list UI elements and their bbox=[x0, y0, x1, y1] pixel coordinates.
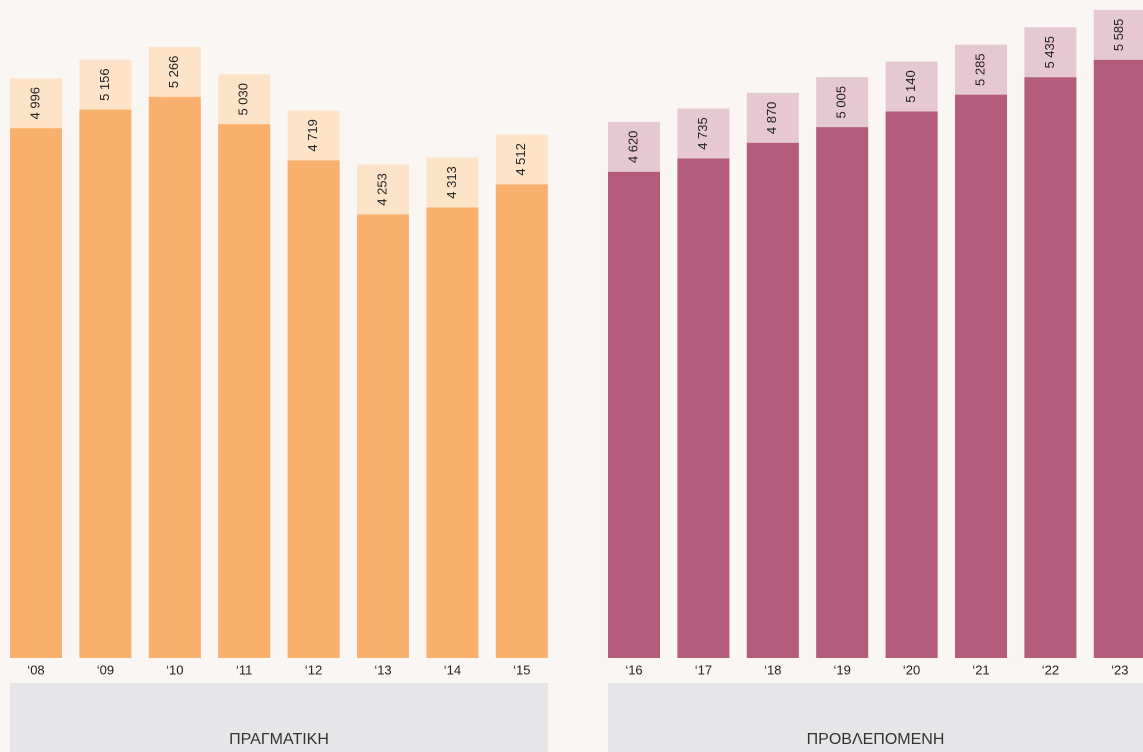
value-label: 4 620 bbox=[625, 131, 640, 164]
x-tick-label: ‘17 bbox=[695, 662, 712, 677]
x-tick-label: ‘20 bbox=[903, 662, 920, 677]
bar bbox=[1093, 59, 1143, 658]
bar bbox=[79, 109, 132, 658]
value-label: 4 735 bbox=[695, 117, 710, 150]
bar bbox=[1024, 77, 1077, 658]
bar bbox=[746, 142, 799, 659]
x-tick-label: ‘12 bbox=[305, 662, 322, 677]
bar bbox=[885, 111, 938, 659]
bar bbox=[677, 158, 730, 659]
x-tick-label: ‘09 bbox=[97, 662, 114, 677]
group-title: ΠΡΟΒΛΕΠΟΜΕΝΗ bbox=[807, 731, 945, 748]
x-tick-label: ‘15 bbox=[513, 662, 530, 677]
x-tick-label: ‘22 bbox=[1042, 662, 1059, 677]
value-label: 4 313 bbox=[444, 166, 459, 199]
x-tick-label: ‘13 bbox=[374, 662, 391, 677]
x-tick-label: ‘10 bbox=[166, 662, 183, 677]
x-tick-label: ‘16 bbox=[625, 662, 642, 677]
group-box bbox=[10, 683, 548, 752]
value-label: 5 435 bbox=[1042, 36, 1057, 69]
value-label: 4 870 bbox=[764, 102, 779, 135]
x-tick-label: ‘11 bbox=[236, 662, 252, 677]
x-tick-label: ‘18 bbox=[764, 662, 781, 677]
bar bbox=[10, 128, 62, 658]
x-tick-label: ‘19 bbox=[834, 662, 851, 677]
value-label: 5 030 bbox=[236, 83, 251, 116]
x-tick-label: ‘14 bbox=[444, 662, 461, 677]
group-box bbox=[608, 683, 1143, 752]
group-title: ΠΡΑΓΜΑΤΙΚΗ bbox=[229, 731, 329, 748]
x-tick-label: ‘08 bbox=[27, 662, 44, 677]
value-label: 4 719 bbox=[305, 119, 320, 152]
bar bbox=[816, 127, 869, 658]
bar bbox=[148, 96, 201, 658]
bar bbox=[955, 94, 1007, 658]
x-tick-label: ‘21 bbox=[972, 662, 989, 677]
bar bbox=[287, 160, 340, 658]
value-label: 5 005 bbox=[834, 86, 849, 119]
x-tick-label: ‘23 bbox=[1111, 662, 1128, 677]
value-label: 5 285 bbox=[972, 53, 987, 86]
value-label: 5 156 bbox=[97, 68, 112, 101]
value-label: 5 140 bbox=[903, 70, 918, 103]
bar bbox=[357, 214, 409, 659]
value-label: 5 585 bbox=[1111, 19, 1126, 52]
bar bbox=[608, 171, 660, 658]
value-label: 4 512 bbox=[513, 143, 528, 176]
bar bbox=[495, 184, 548, 658]
value-label: 5 266 bbox=[166, 56, 181, 89]
value-label: 4 253 bbox=[374, 173, 389, 206]
bar bbox=[218, 124, 271, 658]
bar bbox=[426, 207, 479, 659]
value-label: 4 996 bbox=[27, 87, 42, 120]
